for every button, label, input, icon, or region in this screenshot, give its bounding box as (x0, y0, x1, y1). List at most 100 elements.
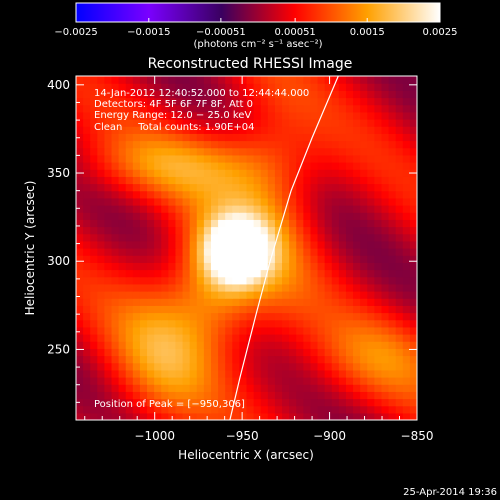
heatmap-cell (139, 83, 148, 91)
heatmap-cell (225, 212, 233, 220)
heatmap-cell (246, 291, 255, 299)
heatmap-cell (196, 255, 205, 263)
heatmap-cell (260, 83, 269, 91)
heatmap-cell (381, 126, 390, 134)
heatmap-cell (225, 348, 233, 357)
heatmap-cell (317, 384, 326, 392)
heatmap-cell (90, 283, 98, 292)
heatmap-cell (232, 162, 240, 170)
heatmap-cell (104, 111, 113, 120)
heatmap-cell (331, 205, 340, 213)
heatmap-cell (317, 405, 326, 414)
heatmap-cell (154, 398, 162, 407)
heatmap-cell (189, 219, 198, 228)
heatmap-cell (147, 262, 155, 271)
heatmap-cell (296, 283, 304, 292)
heatmap-cell (232, 154, 240, 163)
heatmap-cell (388, 334, 397, 342)
heatmap-cell (161, 83, 169, 91)
heatmap-cell (90, 197, 98, 206)
heatmap-cell (381, 176, 390, 185)
heatmap-cell (239, 334, 248, 342)
heatmap-cell (83, 262, 91, 271)
heatmap-cell (196, 90, 205, 99)
heatmap-cell (331, 147, 340, 156)
heatmap-cell (331, 212, 340, 220)
heatmap-cell (409, 384, 417, 392)
heatmap-cell (317, 348, 326, 357)
heatmap-cell (274, 341, 283, 349)
heatmap-cell (97, 391, 106, 400)
heatmap-cell (239, 398, 248, 407)
heatmap-cell (182, 126, 191, 134)
heatmap-cell (161, 154, 169, 163)
heatmap-cell (139, 405, 148, 414)
heatmap-cell (338, 140, 347, 149)
heatmap-cell (182, 348, 191, 357)
heatmap-cell (317, 412, 326, 420)
heatmap-cell (402, 269, 411, 278)
heatmap-cell (388, 154, 397, 163)
heatmap-cell (203, 355, 212, 364)
heatmap-cell (232, 133, 240, 142)
heatmap-cell (154, 190, 162, 199)
heatmap-cell (310, 147, 319, 156)
heatmap-cell (409, 283, 417, 292)
heatmap-cell (338, 90, 347, 99)
heatmap-cell (360, 405, 368, 414)
heatmap-cell (132, 183, 141, 192)
heatmap-cell (168, 334, 177, 342)
heatmap-cell (296, 262, 304, 271)
heatmap-cell (402, 133, 411, 142)
heatmap-cell (118, 291, 127, 299)
heatmap-cell (232, 83, 240, 91)
heatmap-cell (125, 384, 134, 392)
heatmap-cell (289, 348, 297, 357)
heatmap-cell (203, 269, 212, 278)
heatmap-cell (76, 97, 84, 106)
heatmap-cell (282, 262, 290, 271)
heatmap-cell (189, 326, 198, 335)
heatmap-cell (154, 154, 162, 163)
heatmap-cell (147, 412, 155, 420)
heatmap-cell (168, 312, 177, 321)
heatmap-cell (203, 190, 212, 199)
heatmap-cell (139, 369, 148, 378)
heatmap-cell (90, 240, 98, 249)
heatmap-cell (282, 255, 290, 263)
heatmap-cell (402, 319, 411, 328)
heatmap-cell (402, 147, 411, 156)
heatmap-cell (409, 377, 417, 385)
heatmap-cell (296, 190, 304, 199)
heatmap-cell (260, 269, 269, 278)
heatmap-cell (189, 355, 198, 364)
heatmap-cell (253, 119, 262, 127)
heatmap-cell (111, 97, 120, 106)
heatmap-cell (360, 240, 368, 249)
heatmap-cell (125, 205, 134, 213)
heatmap-cell (317, 283, 326, 292)
heatmap-cell (182, 162, 191, 170)
heatmap-cell (267, 111, 276, 120)
heatmap-cell (246, 233, 255, 242)
heatmap-cell (246, 391, 255, 400)
heatmap-cell (303, 369, 312, 378)
heatmap-cell (317, 334, 326, 342)
heatmap-cell (210, 233, 219, 242)
heatmap-cell (274, 183, 283, 192)
heatmap-cell (381, 240, 390, 249)
heatmap-cell (118, 226, 127, 235)
heatmap-cell (125, 326, 134, 335)
heatmap-cell (388, 398, 397, 407)
heatmap-cell (76, 104, 84, 113)
heatmap-cell (132, 348, 141, 357)
heatmap-cell (267, 197, 276, 206)
heatmap-cell (395, 312, 404, 321)
heatmap-cell (253, 183, 262, 192)
heatmap-cell (182, 398, 191, 407)
heatmap-cell (125, 298, 134, 306)
heatmap-cell (317, 269, 326, 278)
heatmap-cell (76, 405, 84, 414)
heatmap-cell (168, 111, 177, 120)
heatmap-cell (317, 276, 326, 285)
